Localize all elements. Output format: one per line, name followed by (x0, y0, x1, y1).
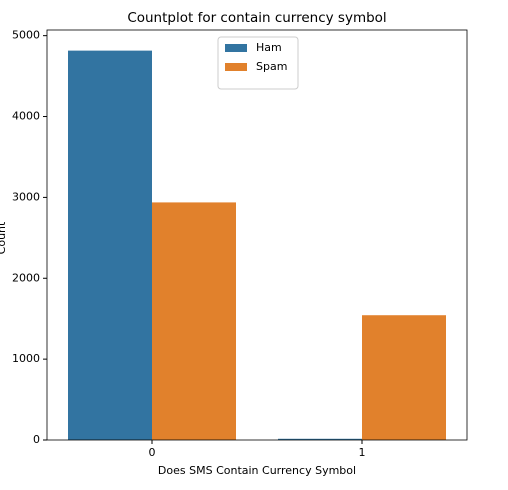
legend-label: Spam (256, 60, 287, 73)
bar (68, 50, 152, 440)
y-tick-label: 4000 (12, 110, 40, 123)
y-tick-label: 5000 (12, 29, 40, 42)
x-tick-label: 0 (149, 446, 156, 459)
y-tick-label: 0 (33, 433, 40, 446)
bar (152, 202, 236, 440)
y-tick-label: 3000 (12, 190, 40, 203)
x-tick-label: 1 (359, 446, 366, 459)
legend-label: Ham (256, 41, 282, 54)
plot-frame (46, 29, 468, 441)
x-axis-label: Does SMS Contain Currency Symbol (158, 464, 356, 477)
bar (362, 315, 446, 440)
bar (278, 438, 362, 440)
y-tick-label: 1000 (12, 352, 40, 365)
y-axis-label: Count (0, 221, 8, 254)
y-tick-label: 2000 (12, 271, 40, 284)
legend-swatch (225, 63, 247, 71)
legend-swatch (225, 44, 247, 52)
chart-title: Countplot for contain currency symbol (127, 10, 386, 26)
